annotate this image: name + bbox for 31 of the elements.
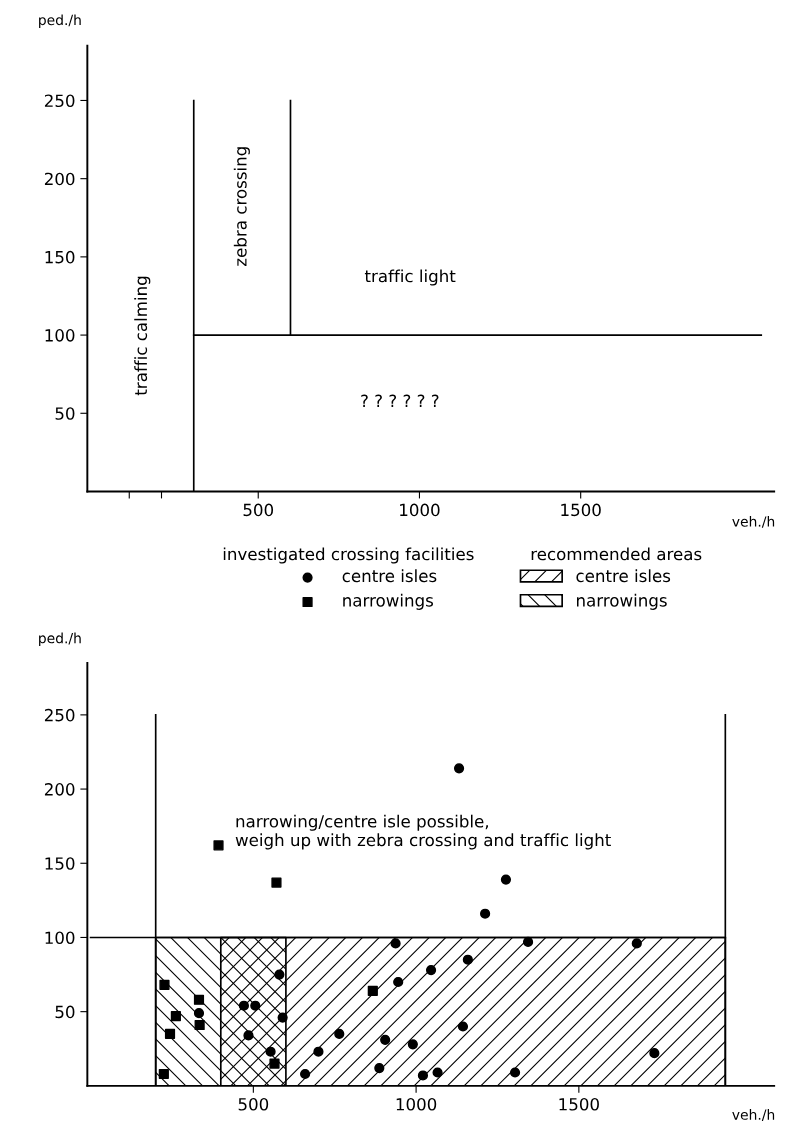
legend-label: centre isles	[576, 569, 671, 583]
legend-label: narrowings	[343, 593, 434, 610]
y-tick-label: 200	[44, 783, 75, 796]
legend-label: narrowings	[577, 593, 667, 610]
annotation: ? ? ? ? ? ?	[361, 394, 439, 407]
legend-label: centre isles	[342, 569, 437, 583]
x-tick-label: 500	[243, 503, 274, 517]
x-axis-title: veh./h	[732, 516, 775, 528]
y-tick-label: 50	[55, 407, 75, 420]
x-tick-label: 500	[238, 1097, 269, 1111]
y-tick-label: 150	[45, 857, 75, 870]
y-tick-label: 50	[55, 1005, 75, 1019]
annotation: traffic calming	[134, 276, 151, 396]
text: recommended areas	[531, 547, 702, 561]
y-tick-label: 200	[44, 172, 75, 186]
y-tick-label: 100	[45, 931, 75, 945]
x-tick-label: 1500	[561, 503, 601, 517]
x-tick-label: 1000	[400, 503, 440, 517]
y-tick-label: 100	[45, 329, 75, 342]
y-tick-label: 250	[44, 708, 75, 722]
y-axis-title: ped./h	[39, 14, 81, 28]
y-tick-label: 150	[45, 250, 75, 264]
annotation: traffic light	[364, 269, 456, 286]
x-tick-label: 1000	[396, 1097, 437, 1111]
y-axis-title: ped./h	[39, 632, 81, 647]
x-tick-label: 1500	[559, 1097, 599, 1111]
annotation: narrowing/centre isle possible, weigh up with zebra crossing and traffic light	[235, 814, 611, 850]
y-tick-label: 250	[44, 94, 75, 108]
x-axis-title: veh./h	[732, 1109, 775, 1121]
text: investigated crossing facilities	[223, 547, 474, 564]
annotation: zebra crossing	[233, 147, 250, 266]
